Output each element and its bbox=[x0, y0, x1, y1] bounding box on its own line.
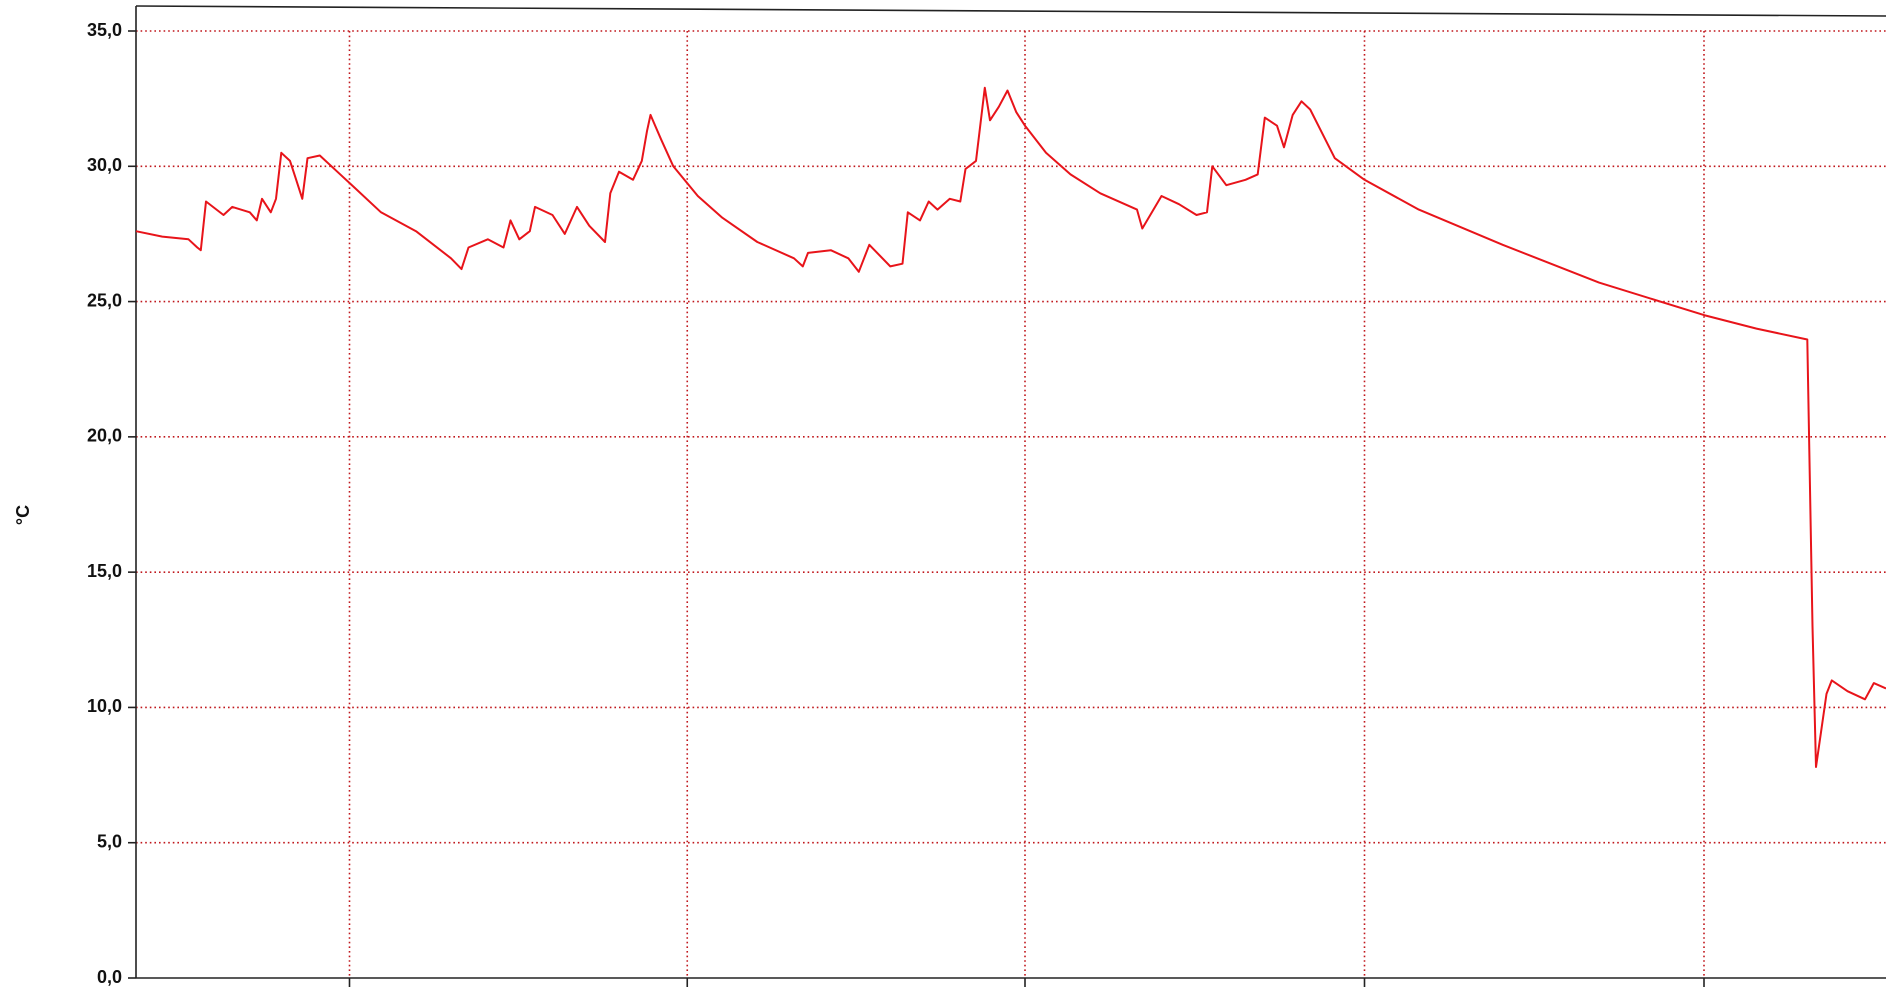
y-tick-label: 5,0 bbox=[97, 831, 122, 851]
y-tick-label: 0,0 bbox=[97, 967, 122, 987]
y-tick-label: 15,0 bbox=[87, 561, 122, 581]
y-tick-label: 30,0 bbox=[87, 155, 122, 175]
y-axis-label: °C bbox=[13, 505, 33, 525]
top-border bbox=[135, 5, 1886, 17]
data-line bbox=[135, 86, 1886, 768]
y-tick-label: 20,0 bbox=[87, 426, 122, 446]
y-tick-label: 10,0 bbox=[87, 696, 122, 716]
y-tick-label: 35,0 bbox=[87, 20, 122, 40]
y-tick-label: 25,0 bbox=[87, 290, 122, 310]
